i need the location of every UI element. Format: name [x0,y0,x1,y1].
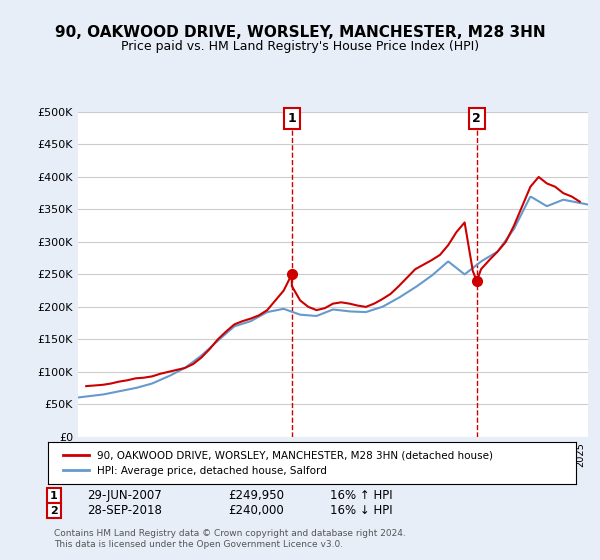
Text: 16% ↑ HPI: 16% ↑ HPI [330,489,392,502]
Text: 28-SEP-2018: 28-SEP-2018 [87,504,162,517]
Text: £249,950: £249,950 [228,489,284,502]
Text: 1: 1 [287,112,296,125]
Text: Price paid vs. HM Land Registry's House Price Index (HPI): Price paid vs. HM Land Registry's House … [121,40,479,53]
Text: 1: 1 [50,491,58,501]
Text: £240,000: £240,000 [228,504,284,517]
Text: 29-JUN-2007: 29-JUN-2007 [87,489,162,502]
Legend: 90, OAKWOOD DRIVE, WORSLEY, MANCHESTER, M28 3HN (detached house), HPI: Average p: 90, OAKWOOD DRIVE, WORSLEY, MANCHESTER, … [58,447,497,480]
Text: 2: 2 [50,506,58,516]
Text: Contains HM Land Registry data © Crown copyright and database right 2024.
This d: Contains HM Land Registry data © Crown c… [54,529,406,549]
Text: 90, OAKWOOD DRIVE, WORSLEY, MANCHESTER, M28 3HN: 90, OAKWOOD DRIVE, WORSLEY, MANCHESTER, … [55,25,545,40]
Text: 16% ↓ HPI: 16% ↓ HPI [330,504,392,517]
Text: 2: 2 [472,112,481,125]
